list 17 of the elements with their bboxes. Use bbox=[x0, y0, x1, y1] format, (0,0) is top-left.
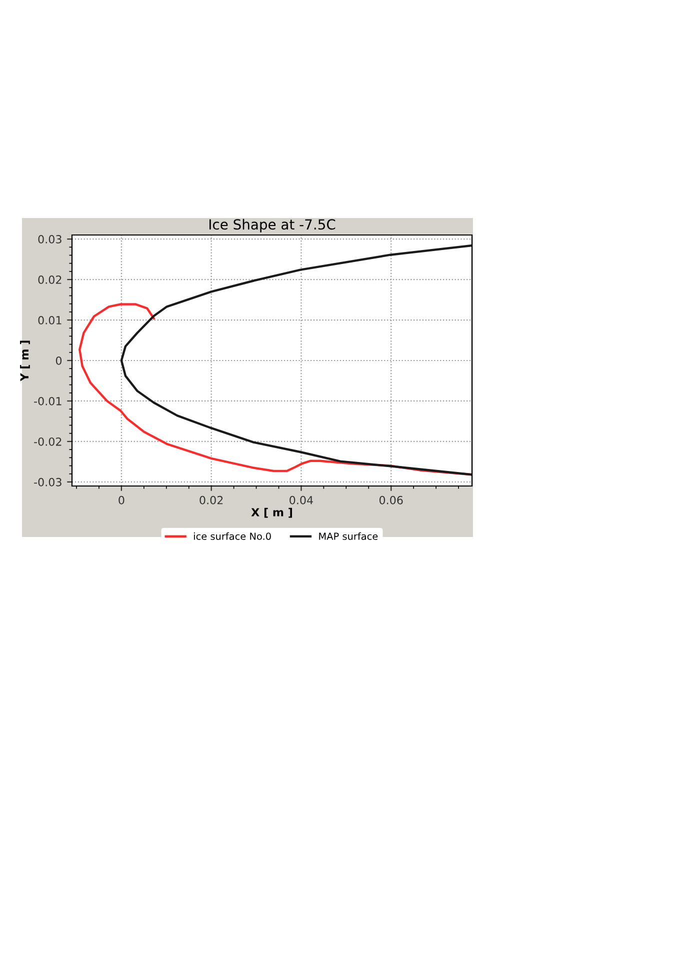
x-tick-label: 0.04 bbox=[290, 496, 313, 504]
y-tick-label: 0 bbox=[56, 356, 62, 365]
chart-title: Ice Shape at -7.5C bbox=[209, 218, 336, 232]
x-axis-title: X [ m ] bbox=[251, 508, 292, 518]
legend-label: MAP surface bbox=[319, 532, 378, 540]
y-tick-label: 0.03 bbox=[38, 235, 62, 244]
legend-label: ice surface No.0 bbox=[194, 532, 271, 540]
line-series bbox=[120, 244, 472, 476]
x-tick-label: 0.06 bbox=[379, 496, 403, 504]
x-tick-label: 0 bbox=[118, 496, 124, 504]
y-tick-label: -0.03 bbox=[34, 478, 62, 486]
y-tick-label: 0.02 bbox=[38, 276, 62, 284]
y-axis-title: Y [ m ] bbox=[20, 340, 30, 382]
y-tick-label: -0.01 bbox=[34, 396, 62, 406]
x-tick-label: 0.02 bbox=[200, 496, 223, 504]
y-tick-label: -0.02 bbox=[34, 437, 62, 446]
y-tick-label: 0.01 bbox=[38, 316, 62, 324]
